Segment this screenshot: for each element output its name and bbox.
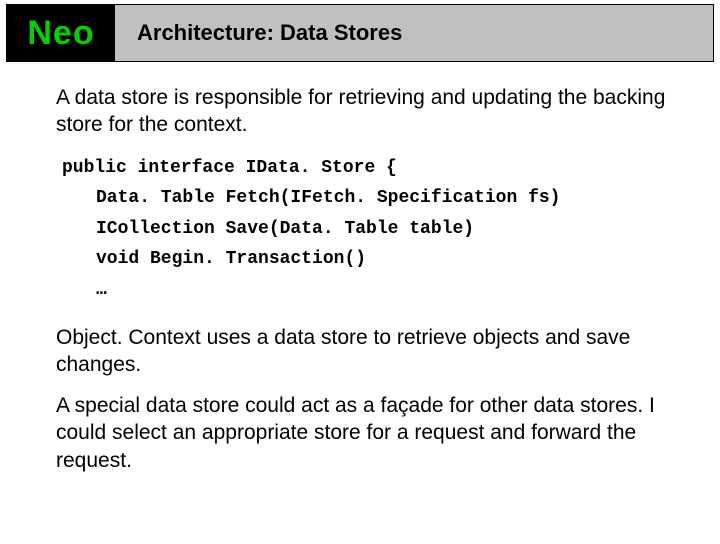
header-bar: Neo Architecture: Data Stores [6, 4, 714, 62]
code-line: void Begin. Transaction() [62, 244, 678, 275]
paragraph-intro: A data store is responsible for retrievi… [56, 84, 678, 139]
slide-content: A data store is responsible for retrievi… [0, 62, 720, 474]
code-line: Data. Table Fetch(IFetch. Specification … [62, 183, 678, 214]
paragraph-facade: A special data store could act as a faça… [56, 392, 678, 474]
code-block: public interface IData. Store { Data. Ta… [62, 153, 678, 306]
slide-title: Architecture: Data Stores [115, 5, 713, 61]
code-line: ICollection Save(Data. Table table) [62, 214, 678, 245]
code-line: public interface IData. Store { [62, 153, 678, 184]
logo: Neo [7, 5, 115, 61]
code-line: … [62, 275, 678, 306]
paragraph-context: Object. Context uses a data store to ret… [56, 324, 678, 379]
